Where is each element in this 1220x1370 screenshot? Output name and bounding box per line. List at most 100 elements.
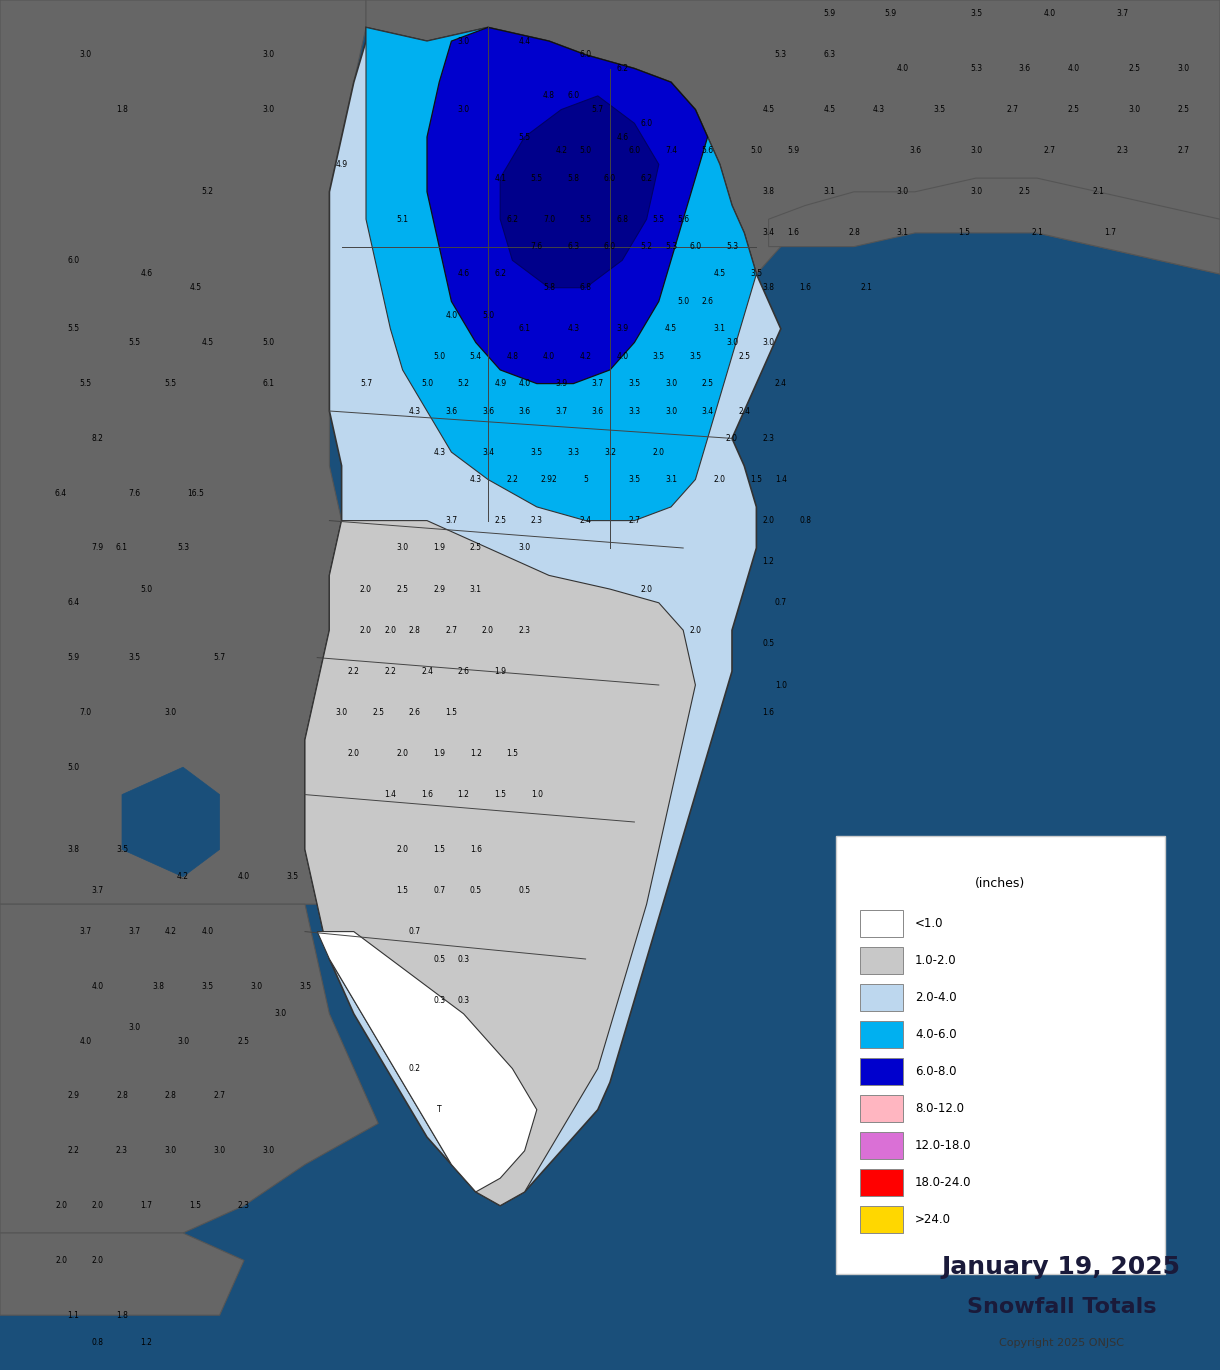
Text: 2.5: 2.5	[470, 544, 482, 552]
Text: 4.6: 4.6	[140, 270, 152, 278]
Text: 3.5: 3.5	[970, 10, 982, 18]
Text: 0.8: 0.8	[799, 516, 811, 525]
Text: 0.5: 0.5	[470, 886, 482, 895]
Text: 5.5: 5.5	[518, 133, 531, 141]
Text: 6.8: 6.8	[580, 284, 592, 292]
Text: 5.0: 5.0	[677, 297, 689, 306]
Text: 4.0: 4.0	[92, 982, 104, 991]
Text: 2.0: 2.0	[482, 626, 494, 634]
FancyBboxPatch shape	[860, 1169, 903, 1196]
Text: 4.3: 4.3	[872, 105, 884, 114]
Text: 3.0: 3.0	[897, 188, 909, 196]
Text: 2.5: 2.5	[1019, 188, 1031, 196]
Text: 2.5: 2.5	[494, 516, 506, 525]
Text: 1.9: 1.9	[433, 544, 445, 552]
Text: 4.4: 4.4	[518, 37, 531, 45]
Text: 2.3: 2.3	[238, 1201, 250, 1210]
Text: 6.3: 6.3	[567, 242, 580, 251]
Text: 2.2: 2.2	[384, 667, 396, 675]
Polygon shape	[305, 521, 695, 1206]
Text: 16.5: 16.5	[187, 489, 204, 497]
Text: 2.0: 2.0	[689, 626, 702, 634]
Text: 6.0-8.0: 6.0-8.0	[915, 1064, 956, 1078]
Text: 4.0: 4.0	[1043, 10, 1055, 18]
Text: 0.7: 0.7	[409, 927, 421, 936]
Text: 3.0: 3.0	[458, 105, 470, 114]
Text: 5.5: 5.5	[531, 174, 543, 182]
Text: 3.7: 3.7	[555, 407, 567, 415]
Text: 3.1: 3.1	[665, 475, 677, 484]
Text: 1.9: 1.9	[494, 667, 506, 675]
Text: 0.8: 0.8	[92, 1338, 104, 1347]
Text: 2.5: 2.5	[1128, 64, 1141, 73]
Text: 3.6: 3.6	[592, 407, 604, 415]
Text: 3.3: 3.3	[628, 407, 641, 415]
Text: 1.2: 1.2	[762, 558, 775, 566]
Text: 6.2: 6.2	[494, 270, 506, 278]
Text: 5.0: 5.0	[433, 352, 445, 360]
Text: 12.0-18.0: 12.0-18.0	[915, 1138, 971, 1152]
Text: 6.4: 6.4	[55, 489, 67, 497]
Polygon shape	[0, 1233, 244, 1315]
Text: 2.2: 2.2	[506, 475, 518, 484]
Text: 0.3: 0.3	[433, 996, 445, 1004]
Text: 3.1: 3.1	[897, 229, 909, 237]
Text: T: T	[437, 1106, 442, 1114]
Text: 5.2: 5.2	[640, 242, 653, 251]
Text: 5.3: 5.3	[775, 51, 787, 59]
Text: 3.0: 3.0	[262, 105, 274, 114]
Text: 4.9: 4.9	[336, 160, 348, 169]
Text: 7.6: 7.6	[128, 489, 140, 497]
Text: 0.2: 0.2	[409, 1064, 421, 1073]
Text: 4.5: 4.5	[189, 284, 201, 292]
Text: 6.0: 6.0	[628, 147, 641, 155]
Text: 1.2: 1.2	[140, 1338, 152, 1347]
Text: 5.4: 5.4	[470, 352, 482, 360]
Text: 1.5: 1.5	[445, 708, 458, 717]
Polygon shape	[0, 0, 366, 904]
Text: 5.8: 5.8	[567, 174, 580, 182]
Text: 3.7: 3.7	[445, 516, 458, 525]
Text: 2.1: 2.1	[860, 284, 872, 292]
Text: 2.0: 2.0	[396, 749, 409, 758]
Text: 5.5: 5.5	[79, 379, 91, 388]
Text: 4.0-6.0: 4.0-6.0	[915, 1028, 956, 1041]
Text: 6.3: 6.3	[824, 51, 836, 59]
Text: 2.0: 2.0	[714, 475, 726, 484]
Text: 4.0: 4.0	[616, 352, 628, 360]
Text: 1.5: 1.5	[958, 229, 970, 237]
Text: 2.5: 2.5	[738, 352, 750, 360]
Text: 0.5: 0.5	[433, 955, 445, 963]
Polygon shape	[305, 27, 781, 1206]
Text: 2.0: 2.0	[360, 626, 372, 634]
Text: 3.6: 3.6	[518, 407, 531, 415]
Text: 2.6: 2.6	[702, 297, 714, 306]
Text: 3.5: 3.5	[653, 352, 665, 360]
Text: 3.5: 3.5	[287, 873, 299, 881]
Text: 2.3: 2.3	[116, 1147, 128, 1155]
Text: 3.5: 3.5	[128, 653, 140, 662]
Text: 3.4: 3.4	[702, 407, 714, 415]
Text: 3.2: 3.2	[604, 448, 616, 456]
Text: 6.0: 6.0	[567, 92, 580, 100]
Text: 2.0: 2.0	[55, 1201, 67, 1210]
Text: 1.8: 1.8	[116, 105, 128, 114]
Text: 3.6: 3.6	[445, 407, 458, 415]
Polygon shape	[0, 904, 378, 1233]
Text: 5.5: 5.5	[128, 338, 140, 347]
Text: 2.0: 2.0	[653, 448, 665, 456]
FancyBboxPatch shape	[860, 984, 903, 1011]
Text: 3.6: 3.6	[909, 147, 921, 155]
Text: 3.7: 3.7	[1116, 10, 1128, 18]
Text: 2.0: 2.0	[640, 585, 653, 593]
Text: 4.0: 4.0	[445, 311, 458, 319]
Text: 3.6: 3.6	[482, 407, 494, 415]
Text: 3.0: 3.0	[665, 379, 677, 388]
Text: 5.2: 5.2	[201, 188, 214, 196]
Text: 1.2: 1.2	[470, 749, 482, 758]
Text: 2.6: 2.6	[409, 708, 421, 717]
Text: 2.5: 2.5	[1068, 105, 1080, 114]
Text: 5.7: 5.7	[214, 653, 226, 662]
Text: 3.0: 3.0	[177, 1037, 189, 1045]
Text: 5.0: 5.0	[67, 763, 79, 771]
